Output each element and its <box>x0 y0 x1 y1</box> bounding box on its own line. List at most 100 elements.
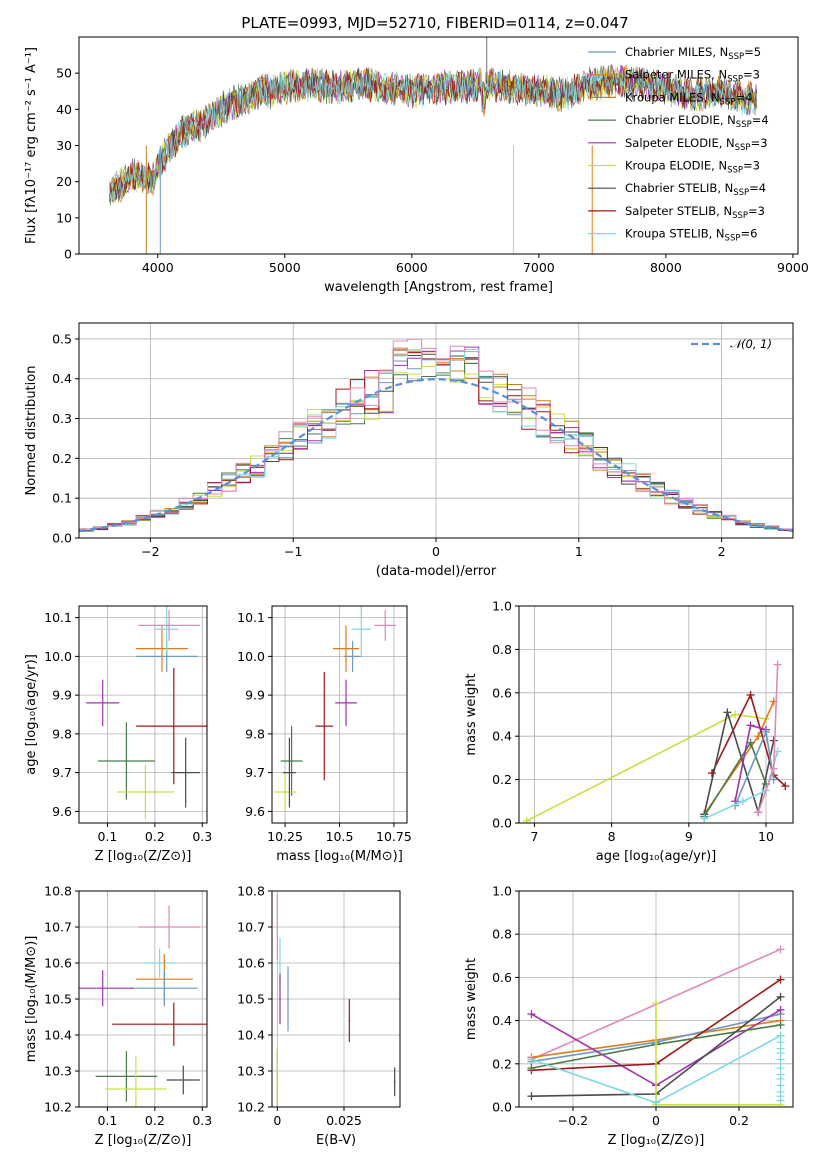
legend-sub: SSP <box>736 120 752 130</box>
x-tick-label: 6000 <box>396 260 428 275</box>
y-tick-label: 10.1 <box>237 610 265 625</box>
y-axis-label: mass [log₁₀(M/M⊙)] <box>24 936 39 1063</box>
axes-frame <box>271 605 408 824</box>
y-tick-label: 10.0 <box>44 649 72 664</box>
x-tick-label: 10 <box>758 829 774 844</box>
y-tick-label: 0.0 <box>492 1100 512 1115</box>
legend-text: Chabrier MILES, N <box>625 45 728 59</box>
y-tick-label: 10.3 <box>44 1064 72 1079</box>
y-tick-label: 10.6 <box>237 956 265 971</box>
y-tick-label: 10.1 <box>44 610 72 625</box>
x-tick-label: 8000 <box>650 260 682 275</box>
y-tick-label: 0.1 <box>52 491 72 506</box>
y-tick-label: 1.0 <box>492 884 512 899</box>
panel-age-weight: 7 8 9 10 0.0 0.2 0.4 0.6 0.8 1.0 age [log₁₀(age/yr… <box>464 599 794 864</box>
x-tick-label: 0.1 <box>97 829 117 844</box>
axes-frame <box>78 890 208 1108</box>
x-tick-label: 9000 <box>777 260 809 275</box>
y-tick-label: 9.8 <box>245 726 265 741</box>
legend-text: Salpeter MILES, N <box>625 68 727 82</box>
legend-post: =4 <box>749 181 766 195</box>
legend-label: Kroupa ELODIE, NSSP=3 <box>625 159 760 176</box>
spectrum-line <box>109 67 758 201</box>
y-tick-label: 10.5 <box>237 992 265 1007</box>
y-tick-label: 9.7 <box>52 765 72 780</box>
legend-sub: SSP <box>732 211 748 221</box>
grid-EBV-mass <box>272 890 400 1108</box>
y-tick-label: 9.6 <box>245 804 265 819</box>
y-tick-label: 9.8 <box>52 726 72 741</box>
legend-label: Chabrier STELIB, NSSP=4 <box>625 181 766 198</box>
x-tick-label: 5000 <box>269 260 301 275</box>
x-tick-label: 0 <box>273 1113 281 1128</box>
y-axis-label: mass weight <box>464 958 479 1040</box>
x-tick-label: −1 <box>284 544 302 559</box>
y-tick-label: 10.8 <box>237 884 265 899</box>
legend-post: =4 <box>752 113 769 127</box>
plot-area-age-weight <box>522 660 790 823</box>
legend-text: Kroupa MILES, N <box>625 90 720 104</box>
plot-area-spectrum <box>109 37 758 254</box>
legend-post: =3 <box>743 159 760 173</box>
y-tick-label: 9.9 <box>52 688 72 703</box>
y-tick-label: 9.9 <box>245 688 265 703</box>
x-axis-label: (data-model)/error <box>376 564 497 579</box>
x-axis-label: E(B-V) <box>316 1133 356 1148</box>
x-axis-label: age [log₁₀(age/yr)] <box>596 849 717 864</box>
legend-post: =3 <box>743 68 760 82</box>
y-tick-label: 9.6 <box>52 804 72 819</box>
plot-area-Z-mass <box>79 905 207 1107</box>
plot-area-Z-age <box>86 606 207 820</box>
y-tick-label: 50 <box>56 66 72 81</box>
y-tick-label: 9.7 <box>245 765 265 780</box>
y-tick-label: 1.0 <box>492 599 512 614</box>
legend-text: Kroupa STELIB, N <box>625 227 725 241</box>
normal-reference-curve <box>79 378 793 533</box>
y-axis-label: Flux [fλ10⁻¹⁷ erg cm⁻² s⁻¹ A⁻¹] <box>24 47 39 244</box>
x-tick-label: 0.025 <box>326 1113 362 1128</box>
y-tick-label: 0.2 <box>52 451 72 466</box>
legend-text: Kroupa ELODIE, N <box>625 159 727 173</box>
y-tick-label: 0.8 <box>492 642 512 657</box>
plot-area-Z-weight <box>527 945 785 1107</box>
x-tick-label: −2 <box>141 544 159 559</box>
legend-label: 𝒩(0, 1) <box>730 337 772 351</box>
x-tick-label: 0.2 <box>729 1113 749 1128</box>
y-tick-label: 0.3 <box>52 411 72 426</box>
x-axis-label: wavelength [Angstrom, rest frame] <box>324 280 553 295</box>
y-tick-label: 40 <box>56 102 72 117</box>
figure-title: PLATE=0993, MJD=52710, FIBERID=0114, z=0… <box>241 14 628 32</box>
plot-area-EBV-mass <box>276 894 396 1107</box>
y-tick-label: 10.0 <box>237 649 265 664</box>
y-tick-label: 0.0 <box>52 531 72 546</box>
legend-label: Chabrier MILES, NSSP=5 <box>625 45 761 62</box>
y-tick-label: 20 <box>56 174 72 189</box>
legend-post: =6 <box>740 227 757 241</box>
y-tick-label: 10 <box>56 210 72 225</box>
y-tick-label: 10.4 <box>237 1028 265 1043</box>
weight-line <box>526 713 767 822</box>
panel-Z-age: 0.1 0.2 0.3 9.6 9.7 9.8 9.9 10.0 10.1 Z [log₁₀(Z/… <box>24 605 212 864</box>
x-tick-label: 0.3 <box>192 829 212 844</box>
plot-area-residuals <box>79 338 793 533</box>
y-tick-label: 10.2 <box>237 1100 265 1115</box>
legend-label: Kroupa MILES, NSSP=4 <box>625 90 752 107</box>
y-tick-label: 10.7 <box>44 920 72 935</box>
y-tick-label: 30 <box>56 138 72 153</box>
x-tick-label: 10.25 <box>267 829 303 844</box>
plot-area-mass-age <box>274 606 397 812</box>
legend-sub: SSP <box>728 52 744 62</box>
y-tick-label: 0.4 <box>492 729 512 744</box>
legend-post: =4 <box>735 90 752 104</box>
y-tick-label: 0.4 <box>492 1013 512 1028</box>
y-tick-label: 10.3 <box>237 1064 265 1079</box>
y-tick-label: 0.2 <box>492 1056 512 1071</box>
weight-line <box>711 692 786 787</box>
y-tick-label: 0.4 <box>52 371 72 386</box>
legend-text: Chabrier ELODIE, N <box>625 113 736 127</box>
y-axis-label: Normed distribution <box>24 366 39 496</box>
legend-label: Salpeter STELIB, NSSP=3 <box>625 204 765 221</box>
legend-sub: SSP <box>720 97 736 107</box>
legend-residuals: 𝒩(0, 1) <box>691 337 772 351</box>
x-tick-label: 7000 <box>523 260 555 275</box>
